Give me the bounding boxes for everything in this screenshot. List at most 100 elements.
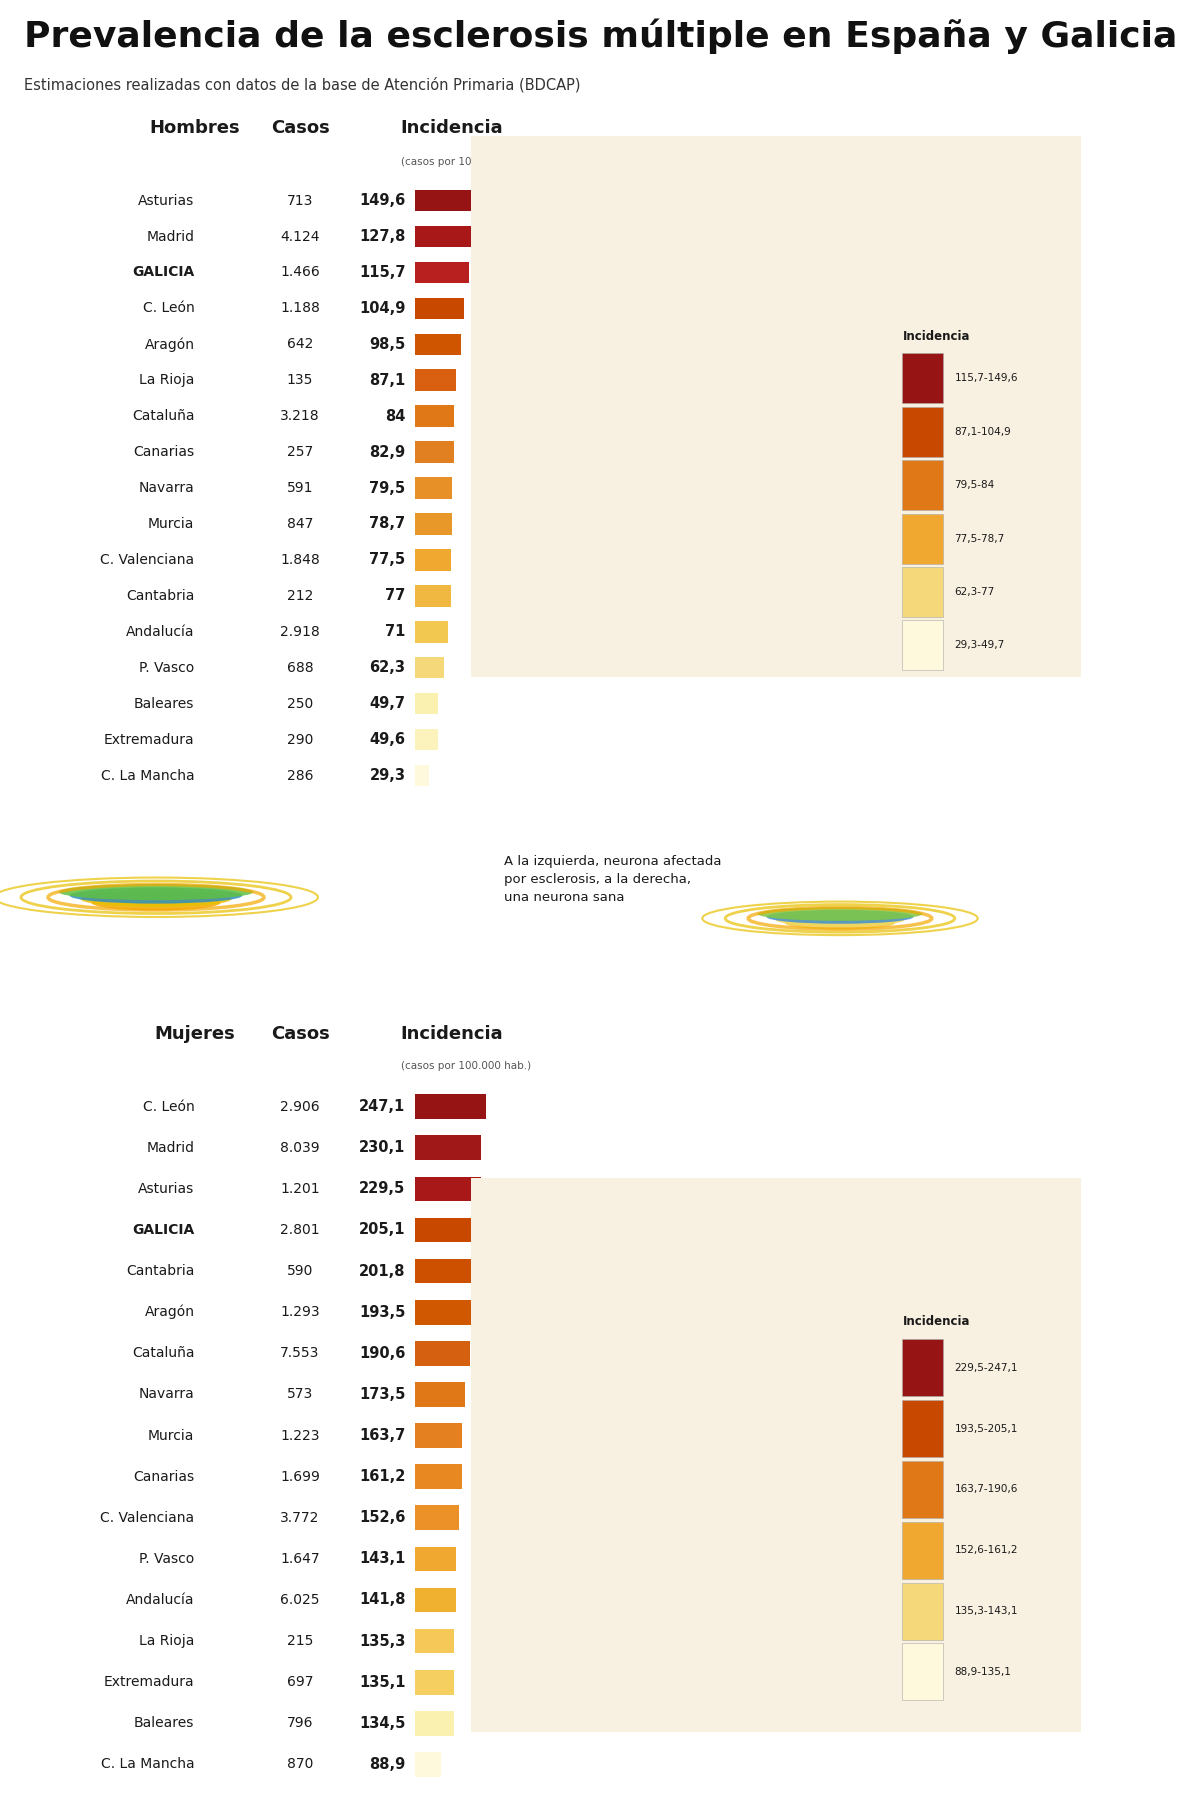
Bar <box>415 1300 470 1325</box>
Text: 1.848: 1.848 <box>280 554 320 566</box>
Text: 152,6-161,2: 152,6-161,2 <box>954 1545 1018 1556</box>
Bar <box>415 514 451 535</box>
Text: C. León: C. León <box>143 1100 194 1114</box>
Bar <box>415 442 454 463</box>
Text: Mujeres: Mujeres <box>154 1026 235 1044</box>
Text: Incidencia: Incidencia <box>401 119 504 137</box>
Text: Andalucía: Andalucía <box>126 1594 194 1606</box>
Bar <box>415 1588 456 1612</box>
Bar <box>415 225 474 247</box>
Text: Extremadura: Extremadura <box>103 1675 194 1689</box>
Bar <box>902 460 943 510</box>
Text: 79,5-84: 79,5-84 <box>954 480 995 490</box>
Text: Cantabria: Cantabria <box>126 1264 194 1278</box>
Text: Cantabria: Cantabria <box>126 590 194 602</box>
Text: 1.201: 1.201 <box>280 1183 320 1195</box>
Text: 134,5: 134,5 <box>359 1716 406 1731</box>
Text: 143,1: 143,1 <box>359 1551 406 1567</box>
Ellipse shape <box>91 894 221 911</box>
Text: 3.218: 3.218 <box>280 409 320 424</box>
Bar <box>902 566 943 617</box>
Text: 135: 135 <box>287 373 313 388</box>
Bar <box>470 1177 1081 1733</box>
Text: 1.293: 1.293 <box>280 1305 320 1320</box>
Text: (casos por 100.000 hab.): (casos por 100.000 hab.) <box>401 1060 530 1071</box>
Bar <box>415 1383 466 1406</box>
Bar <box>415 620 448 642</box>
Bar <box>415 478 452 499</box>
Text: 163,7-190,6: 163,7-190,6 <box>954 1484 1018 1495</box>
Text: GALICIA: GALICIA <box>132 265 194 279</box>
Text: 215: 215 <box>287 1634 313 1648</box>
Text: 82,9: 82,9 <box>370 445 406 460</box>
Text: 77,5-78,7: 77,5-78,7 <box>954 534 1004 543</box>
Text: C. Valenciana: C. Valenciana <box>101 554 194 566</box>
Bar <box>902 1460 943 1518</box>
Bar <box>902 1644 943 1700</box>
Text: 104,9: 104,9 <box>359 301 406 316</box>
Text: Navarra: Navarra <box>139 481 194 496</box>
Text: Casos: Casos <box>271 1026 329 1044</box>
Text: C. La Mancha: C. La Mancha <box>101 768 194 783</box>
Text: 149,6: 149,6 <box>359 193 406 207</box>
Text: 135,3: 135,3 <box>359 1634 406 1648</box>
Text: 87,1-104,9: 87,1-104,9 <box>954 427 1012 436</box>
Text: La Rioja: La Rioja <box>139 373 194 388</box>
Text: 88,9-135,1: 88,9-135,1 <box>954 1668 1012 1677</box>
Text: 230,1: 230,1 <box>359 1139 406 1156</box>
Text: Estimaciones realizadas con datos de la base de Atención Primaria (BDCAP): Estimaciones realizadas con datos de la … <box>24 78 581 92</box>
Ellipse shape <box>70 887 242 903</box>
Text: 141,8: 141,8 <box>359 1592 406 1608</box>
Text: 4.124: 4.124 <box>281 229 319 243</box>
Bar <box>415 1711 454 1736</box>
Bar <box>415 297 464 319</box>
Text: 152,6: 152,6 <box>359 1511 406 1525</box>
Text: 713: 713 <box>287 193 313 207</box>
Text: 2.918: 2.918 <box>280 626 320 638</box>
Text: 6.025: 6.025 <box>281 1594 319 1606</box>
Bar <box>415 1177 481 1201</box>
Bar <box>415 1753 440 1776</box>
Text: 2.801: 2.801 <box>280 1222 320 1237</box>
Text: C. León: C. León <box>143 301 194 316</box>
Bar <box>902 1401 943 1457</box>
Text: Canarias: Canarias <box>133 1469 194 1484</box>
Text: 49,6: 49,6 <box>370 732 406 746</box>
Text: 1.188: 1.188 <box>280 301 320 316</box>
Bar <box>415 261 469 283</box>
Text: Madrid: Madrid <box>146 1141 194 1154</box>
Text: 62,3-77: 62,3-77 <box>954 588 995 597</box>
Bar <box>415 1628 454 1653</box>
Text: La Rioja: La Rioja <box>139 1634 194 1648</box>
Bar <box>902 1340 943 1396</box>
Text: 229,5-247,1: 229,5-247,1 <box>954 1363 1018 1372</box>
Bar <box>415 1423 462 1448</box>
Bar <box>415 1136 481 1159</box>
Text: Incidencia: Incidencia <box>902 1314 970 1327</box>
Text: 127,8: 127,8 <box>359 229 406 243</box>
Text: 173,5: 173,5 <box>359 1387 406 1403</box>
Text: 77,5: 77,5 <box>370 552 406 568</box>
Text: 247,1: 247,1 <box>359 1100 406 1114</box>
Text: 193,5-205,1: 193,5-205,1 <box>954 1424 1018 1433</box>
Text: 87,1: 87,1 <box>370 373 406 388</box>
Bar <box>902 353 943 404</box>
Bar <box>415 1670 454 1695</box>
Text: Extremadura: Extremadura <box>103 732 194 746</box>
Text: Murcia: Murcia <box>148 1428 194 1442</box>
Bar <box>415 550 451 572</box>
Text: Navarra: Navarra <box>139 1388 194 1401</box>
Text: 250: 250 <box>287 696 313 710</box>
Text: 71: 71 <box>385 624 406 640</box>
Text: 84: 84 <box>385 409 406 424</box>
Text: Prevalencia de la esclerosis múltiple en España y Galicia: Prevalencia de la esclerosis múltiple en… <box>24 20 1177 54</box>
Bar <box>415 764 428 786</box>
Text: 1.466: 1.466 <box>280 265 320 279</box>
Text: Cataluña: Cataluña <box>132 409 194 424</box>
Text: 847: 847 <box>287 517 313 530</box>
Text: Aragón: Aragón <box>144 1305 194 1320</box>
Text: 591: 591 <box>287 481 313 496</box>
Text: 78,7: 78,7 <box>370 516 406 532</box>
Text: 193,5: 193,5 <box>359 1305 406 1320</box>
Text: 1.699: 1.699 <box>280 1469 320 1484</box>
